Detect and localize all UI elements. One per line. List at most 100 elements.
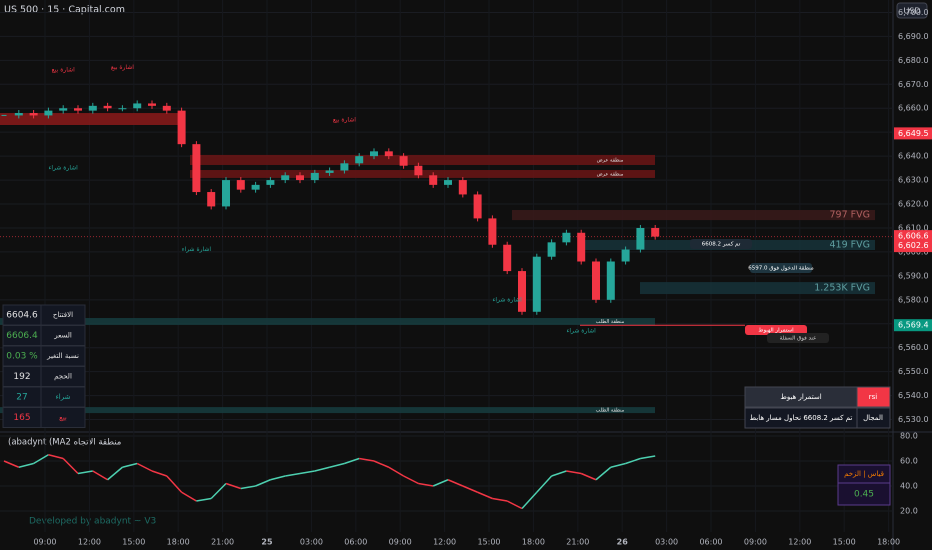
y-tick-label: 6,540.0 xyxy=(898,391,929,400)
candle xyxy=(148,103,156,106)
table-cell xyxy=(856,407,891,429)
candle xyxy=(473,194,482,219)
price-tag xyxy=(894,230,932,243)
zone-label: منطقة عرض xyxy=(597,171,624,177)
footer: Developed by abadynt ~ V3 xyxy=(29,517,156,527)
zone xyxy=(0,407,655,414)
osc-segment xyxy=(492,497,508,502)
annotation-bg xyxy=(745,325,807,335)
candle xyxy=(74,108,82,111)
candle xyxy=(606,261,615,300)
candle xyxy=(399,156,408,166)
y-tick-label: 6,680.0 xyxy=(898,56,929,65)
candle xyxy=(296,175,304,181)
osc-segment xyxy=(285,472,301,477)
osc-segment xyxy=(462,485,478,493)
table-label: السعر xyxy=(53,332,72,340)
osc-segment xyxy=(240,485,256,490)
osc-segment xyxy=(48,454,64,460)
price-tag-label: 6,569.4 xyxy=(898,321,929,330)
annotation: 6597.0 منطقة الدخول فوق xyxy=(748,266,813,272)
signal: اشارة بيع xyxy=(111,64,134,71)
osc-segment xyxy=(255,479,271,487)
table-value: استمرار هبوط xyxy=(780,393,821,401)
zone-label: 797 FVG xyxy=(830,210,870,221)
signal: اشارة بيع xyxy=(333,117,356,124)
osc-segment xyxy=(580,472,597,481)
candle xyxy=(310,172,319,181)
candle xyxy=(14,113,23,116)
annotation-bg xyxy=(767,333,829,343)
osc-segment xyxy=(521,491,538,510)
currency-button[interactable] xyxy=(896,2,928,19)
candle xyxy=(222,180,230,207)
table-value: تم كسر 6608.2 نحاول مسار هابط xyxy=(750,414,853,422)
table-value: 27 xyxy=(16,393,27,403)
symbol: US 500 · 15 · Capital.com xyxy=(4,5,125,16)
table-label: الحجم xyxy=(54,373,72,381)
x-tick-label: 09:00 xyxy=(744,538,767,547)
candle xyxy=(192,144,201,193)
zone xyxy=(640,282,875,295)
osc-segment xyxy=(136,462,153,472)
signal: اشارة شراء xyxy=(493,296,523,303)
osc-segment xyxy=(122,462,138,468)
price-tag xyxy=(894,127,932,140)
annotation: عند فوق السفلة xyxy=(780,336,817,342)
currency[interactable]: USD xyxy=(903,7,920,16)
table-value: 6604.6 xyxy=(6,311,38,321)
osc-segment xyxy=(536,475,553,493)
osc-segment xyxy=(551,470,567,477)
candle xyxy=(444,180,452,185)
candle xyxy=(44,110,53,116)
x-tick-label: 09:00 xyxy=(389,538,412,547)
candle xyxy=(103,105,112,109)
candle xyxy=(547,242,556,257)
candle xyxy=(133,103,142,109)
x-tick-label: 15:00 xyxy=(833,538,856,547)
candle xyxy=(621,249,630,262)
y-tick-label: 6,640.0 xyxy=(898,152,929,161)
x-tick-label: 25 xyxy=(261,538,273,547)
osc-segment xyxy=(373,460,390,468)
candle xyxy=(59,108,68,111)
osc-segment xyxy=(181,491,197,502)
candle xyxy=(577,232,586,262)
zone-label: 1.253K FVG xyxy=(814,283,870,294)
price-tag-label: 6,649.5 xyxy=(898,129,929,138)
x-tick-label: 21:00 xyxy=(566,538,589,547)
x-tick-label: 09:00 xyxy=(33,538,56,547)
osc-segment xyxy=(151,470,168,477)
candle xyxy=(384,151,393,157)
zone-label: منطقة الطلب xyxy=(596,319,625,325)
candle xyxy=(370,151,378,157)
osc-segment xyxy=(62,457,79,475)
momentum-title: قياس | الزخم xyxy=(844,470,884,478)
momentum-value: 0.45 xyxy=(854,490,874,500)
table-cell xyxy=(40,407,86,428)
x-tick-label: 21:00 xyxy=(211,538,234,547)
osc-segment xyxy=(196,497,212,502)
x-tick-label: 26 xyxy=(617,538,629,547)
osc-segment xyxy=(344,457,360,465)
candle xyxy=(532,256,541,312)
price-tag-label: 6,606.6 xyxy=(898,232,929,241)
y-tick-label: 6,630.0 xyxy=(898,176,929,185)
y-tick-label: 80.0 xyxy=(900,432,918,441)
table-value: 192 xyxy=(13,372,30,382)
osc-segment xyxy=(359,457,375,462)
x-tick-label: 18:00 xyxy=(167,538,190,547)
x-tick-label: 06:00 xyxy=(699,538,722,547)
x-tick-label: 12:00 xyxy=(433,538,456,547)
y-tick-label: 6,660.0 xyxy=(898,104,929,113)
zone-label: منطقة الطلب xyxy=(596,408,625,414)
zone xyxy=(190,154,655,165)
candle xyxy=(340,163,349,171)
table-label: المجال xyxy=(863,414,883,422)
candle xyxy=(325,170,334,173)
osc-segment xyxy=(566,470,582,475)
y-tick-label: 6,690.0 xyxy=(898,32,929,41)
table-value: 6606.4 xyxy=(6,331,38,341)
osc-segment xyxy=(166,475,183,493)
